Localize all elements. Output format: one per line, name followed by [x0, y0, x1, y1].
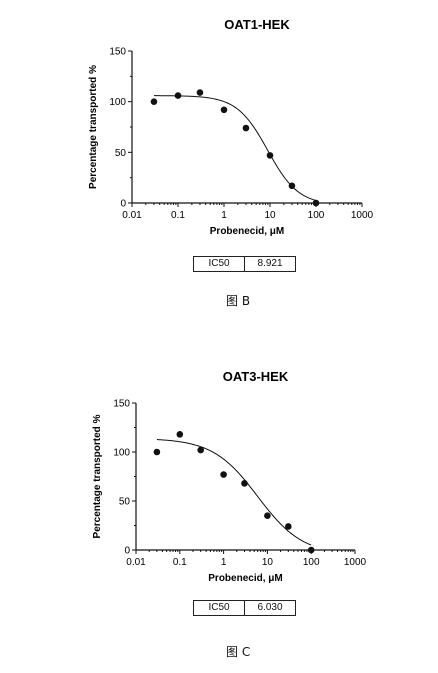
y-axis-label: Percentage transported % [88, 65, 99, 189]
chart-oat3: OAT3-HEK 0 50 100 150 0.01 0.1 1 10 100 1000 Proben… [92, 369, 367, 584]
data-point [150, 98, 158, 105]
figure-caption: 图 B [226, 294, 251, 308]
x-tick-label: 1000 [344, 557, 367, 568]
data-point [312, 199, 320, 207]
x-tick-label: 0.01 [126, 557, 146, 568]
fit-curve [156, 439, 312, 546]
x-tick-label: 100 [303, 557, 320, 568]
x-tick-label: 1 [221, 210, 227, 221]
y-tick-label: 0 [120, 199, 126, 210]
x-tick-label: 0.1 [171, 210, 185, 221]
chart-title: OAT3-HEK [223, 369, 289, 384]
data-point [288, 182, 296, 190]
x-axis-label: Probenecid, μM [208, 573, 282, 584]
data-point [174, 92, 182, 99]
ic50-table: IC50 8.921 [193, 256, 296, 272]
x-tick-label: 100 [308, 210, 325, 221]
chart-title: OAT1-HEK [224, 17, 290, 32]
chart-oat1: OAT1-HEK 0 50 100 150 0.01 0.1 1 10 100 1000 Proben… [88, 17, 374, 237]
y-tick-label: 150 [113, 399, 130, 410]
ic50-value: 8.921 [244, 257, 295, 271]
figure-caption: 图 C [226, 645, 251, 659]
y-tick-label: 100 [109, 97, 126, 108]
ic50-label: IC50 [208, 258, 230, 269]
x-tick-label: 10 [262, 557, 274, 568]
y-tick-label: 0 [124, 546, 130, 557]
data-point [284, 523, 292, 530]
y-tick-label: 100 [113, 448, 130, 459]
data-point [220, 106, 228, 114]
data-point [197, 446, 204, 454]
data-point [242, 124, 250, 132]
data-point [241, 480, 248, 487]
data-point [307, 546, 315, 554]
y-tick-label: 50 [115, 148, 127, 159]
ic50-value: 6.030 [244, 601, 295, 615]
x-tick-label: 0.1 [173, 557, 187, 568]
data-point [220, 471, 227, 478]
ic50-label: IC50 [208, 602, 230, 613]
data-point [153, 448, 161, 456]
chart-panel-oat1: OAT1-HEK 0 50 100 150 0.01 0.1 1 10 100 1000 Proben… [0, 0, 438, 330]
x-tick-label: 0.01 [122, 210, 142, 221]
data-point [266, 152, 274, 159]
x-tick-label: 1 [221, 557, 227, 568]
y-axis-label: Percentage transported % [92, 414, 103, 538]
y-tick-label: 50 [119, 497, 131, 508]
data-point [196, 89, 204, 96]
data-point [176, 431, 184, 438]
chart-panel-oat3: OAT3-HEK 0 50 100 150 0.01 0.1 1 10 100 1000 Proben… [0, 360, 438, 673]
x-axis-label: Probenecid, μM [210, 226, 284, 237]
data-point [264, 512, 271, 519]
x-tick-label: 1000 [351, 210, 374, 221]
x-tick-label: 10 [264, 210, 276, 221]
ic50-table: IC50 6.030 [193, 600, 296, 616]
y-tick-label: 150 [109, 47, 126, 58]
